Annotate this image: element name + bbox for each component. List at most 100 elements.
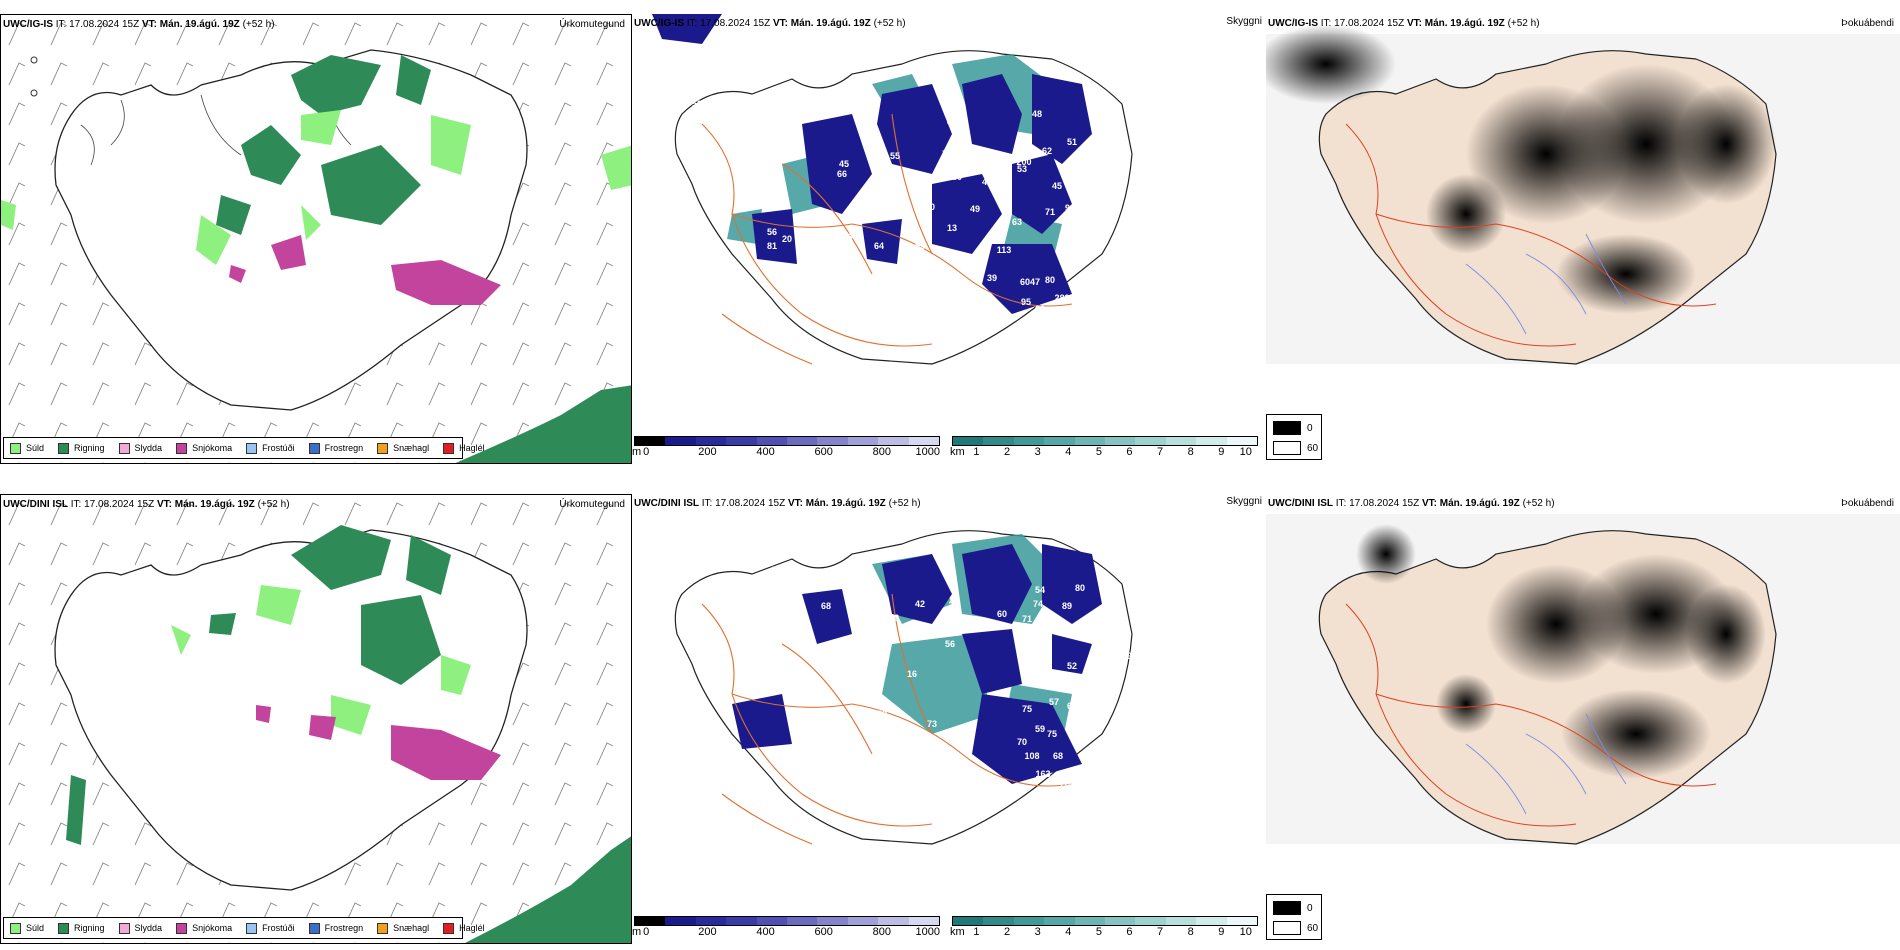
visibility-value-label: 65: [1086, 625, 1098, 635]
panel-title: UWC/DINI ISL IT: 17.08.2024 15Z VT: Mán.…: [1268, 498, 1555, 509]
visibility-value-label: 50: [1019, 139, 1031, 149]
visibility-ticks: 1 2 3 4 5 6 7 8 9 10: [952, 446, 1258, 460]
visibility-value-label: 56: [802, 255, 814, 265]
visibility-colorbar-swatches: [952, 436, 1258, 446]
visibility-value-label: 51: [1066, 137, 1078, 147]
ceiling-tick: 0: [643, 446, 650, 458]
visibility-value-label: 53: [914, 241, 926, 251]
visibility-value-label: 43: [946, 117, 958, 127]
legend-item-drizzle: Súld: [10, 922, 44, 934]
legend-item-snow: Snjókoma: [176, 442, 232, 454]
visibility-value-label: 46: [981, 177, 993, 187]
fog-map-dini: [1266, 514, 1900, 845]
panel-field-label: Skyggni: [1226, 16, 1262, 27]
visibility-value-label: 81: [766, 241, 778, 251]
visibility-value-label: 74: [1032, 599, 1044, 609]
visibility-tick: 3: [1034, 926, 1041, 938]
visibility-value-label: 52: [1066, 661, 1078, 671]
visibility-value-label: 57: [1136, 181, 1148, 191]
ceiling-tick: 1000: [915, 446, 940, 458]
visibility-tick: 3: [1034, 446, 1041, 458]
visibility-value-label: 289: [1054, 293, 1070, 303]
visibility-value-label: 59: [1139, 654, 1151, 664]
visibility-value-label: 45: [1051, 181, 1063, 191]
visibility-value-label: 56: [944, 639, 956, 649]
visibility-value-label: 95: [1126, 651, 1138, 661]
visibility-value-label: 52: [1091, 613, 1103, 623]
ceiling-tick: 800: [872, 446, 892, 458]
visibility-value-label: 47: [1029, 277, 1041, 287]
visibility-value-label: 71: [1021, 614, 1033, 624]
visibility-tick: 10: [1239, 446, 1252, 458]
visibility-value-label: 73: [926, 719, 938, 729]
panel-title: UWC/IG-IS IT: 17.08.2024 15Z VT: Mán. 19…: [1268, 18, 1540, 29]
ceiling-tick: 800: [872, 926, 892, 938]
legend-item-sleet: Slydda: [118, 922, 162, 934]
ceiling-tick: 200: [698, 926, 717, 938]
visibility-value-label: 56: [951, 627, 963, 637]
visibility-value-label: 53: [1016, 164, 1028, 174]
fog-panel-igis: UWC/IG-IS IT: 17.08.2024 15Z VT: Mán. 19…: [1266, 14, 1900, 464]
precip-type-panel-dini: UWC/DINI ISL IT: 17.08.2024 15Z VT: Mán.…: [0, 494, 632, 944]
visibility-value-label: 108: [1024, 751, 1040, 761]
legend-item-rain: Rigning: [58, 442, 105, 454]
legend-item-hail: Haglél: [443, 922, 485, 934]
visibility-unit: km: [950, 926, 965, 938]
visibility-value-label: 82: [876, 709, 888, 719]
visibility-value-label: 163: [1035, 769, 1051, 779]
visibility-tick: 5: [1095, 926, 1102, 938]
visibility-value-label: 72: [1113, 613, 1125, 623]
visibility-value-label: 45: [816, 253, 828, 263]
panel-title: UWC/IG-IS IT: 17.08.2024 15Z VT: Mán. 19…: [3, 19, 275, 30]
ceiling-tick: 400: [756, 926, 775, 938]
visibility-value-label: 55: [1058, 625, 1070, 635]
visibility-value-label: 149: [1040, 305, 1056, 315]
ceiling-tick: 600: [814, 446, 833, 458]
visibility-value-label: 51: [1040, 649, 1052, 659]
visibility-value-label: 68: [1136, 689, 1148, 699]
visibility-value-label: 20: [781, 234, 793, 244]
visibility-panel-dini: UWC/DINI ISL IT: 17.08.2024 15Z VT: Mán.…: [632, 494, 1266, 944]
precip-legend: Súld Rigning Slydda Snjókoma Frostúði Fr…: [3, 437, 485, 459]
visibility-tick: 8: [1187, 926, 1194, 938]
visibility-value-label: 16: [906, 669, 918, 679]
precip-map-dini: [1, 495, 631, 943]
ceiling-tick: 0: [643, 926, 650, 938]
visibility-value-label: 75: [771, 565, 783, 575]
visibility-value-label: 60: [1019, 277, 1031, 287]
legend-item-snow-grains: Snæhagl: [377, 442, 429, 454]
iceland-outline: [54, 49, 528, 411]
panel-title: UWC/DINI ISL IT: 17.08.2024 15Z VT: Mán.…: [3, 499, 290, 510]
visibility-value-label: 42: [948, 597, 960, 607]
visibility-tick: 9: [1218, 446, 1225, 458]
visibility-value-label: 54: [1034, 585, 1046, 595]
visibility-value-label: 50: [924, 202, 936, 212]
visibility-value-label: 107: [802, 266, 818, 276]
visibility-value-label: 200: [1016, 157, 1032, 167]
visibility-value-label: 95: [1020, 297, 1032, 307]
ceiling-ticks: 0 200 400 600 800 1000: [634, 446, 940, 460]
visibility-tick: 2: [1004, 926, 1011, 938]
visibility-tick: 9: [1218, 926, 1225, 938]
visibility-value-label: 73: [903, 279, 915, 289]
visibility-value-label: 39: [986, 273, 998, 283]
visibility-value-label: 80: [1044, 275, 1056, 285]
visibility-panel-igis: UWC/IG-IS IT: 17.08.2024 15Z VT: Mán. 19…: [632, 14, 1266, 464]
visibility-tick: 6: [1126, 446, 1133, 458]
ceiling-tick: 200: [698, 446, 717, 458]
visibility-value-label: 93: [1064, 203, 1076, 213]
panel-field-label: Þokuábendi: [1841, 18, 1894, 29]
visibility-tick: 8: [1187, 446, 1194, 458]
legend-item-freezing-rain: Frostregn: [308, 442, 363, 454]
legend-item-sleet: Slydda: [118, 442, 162, 454]
visibility-tick: 4: [1065, 926, 1072, 938]
legend-item-snow-grains: Snæhagl: [377, 922, 429, 934]
visibility-value-label: 169: [1074, 771, 1090, 781]
fog-legend-high: 60: [1273, 921, 1318, 935]
visibility-value-label: 60: [996, 609, 1008, 619]
fog-legend-low: 0: [1273, 421, 1313, 435]
visibility-value-label: 59: [1034, 724, 1046, 734]
visibility-value-label: 75: [1021, 704, 1033, 714]
visibility-colorbar: km 1 2 3 4 5 6 7 8 9 10: [950, 916, 1258, 938]
ceiling-tick: 400: [756, 446, 775, 458]
